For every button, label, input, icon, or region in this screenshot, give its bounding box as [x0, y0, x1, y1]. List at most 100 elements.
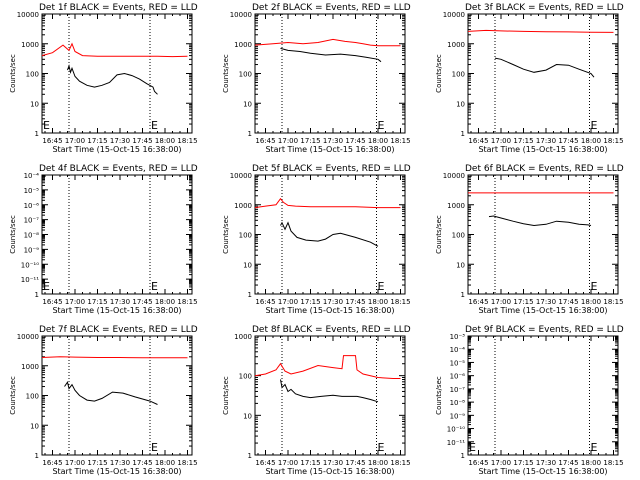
y-tick-label: 10000 [17, 11, 39, 19]
y-tick-label: 10⁻¹⁰ [447, 426, 465, 434]
chart-panel-det-7f: Det 7f BLACK = Events, RED = LLD 1 10 100 10… [9, 325, 198, 476]
x-tick-label: 17:00 [278, 298, 298, 306]
x-tick-label: 18:00 [581, 298, 601, 306]
lld-series-line [254, 197, 401, 209]
x-tick-label: 16:45 [255, 459, 275, 467]
x-tick-label: 17:15 [87, 459, 107, 467]
x-tick-label: 17:15 [513, 459, 533, 467]
plot-frame [254, 13, 406, 134]
y-tick-label: 1000 [234, 41, 252, 49]
x-tick-label: 17:45 [345, 298, 365, 306]
y-tick-label: 10 [243, 261, 252, 269]
x-tick-label: 16:45 [42, 298, 62, 306]
x-tick-label: 17:30 [110, 459, 130, 467]
x-tick-label: 16:45 [468, 459, 488, 467]
plot-frame [41, 13, 193, 134]
x-tick-label: 17:30 [323, 459, 343, 467]
x-tick-label: 17:15 [513, 137, 533, 145]
event-marker: E [378, 119, 385, 132]
panel-title: Det 6f BLACK = Events, RED = LLD [465, 164, 624, 174]
events-series-line [280, 221, 379, 247]
y-axis-label: Counts/sec [435, 376, 443, 415]
y-axis-label: Counts/sec [9, 54, 17, 93]
y-tick-label: 10000 [443, 172, 465, 180]
lld-series-line [41, 42, 188, 58]
x-tick-label: 18:15 [177, 137, 197, 145]
panel-title: Det 5f BLACK = Events, RED = LLD [252, 164, 411, 174]
x-tick-label: 16:45 [42, 137, 62, 145]
y-tick-label: 10 [243, 412, 252, 420]
x-tick-label: 17:15 [300, 459, 320, 467]
panel-title: Det 1f BLACK = Events, RED = LLD [39, 3, 198, 13]
x-tick-label: 17:15 [87, 298, 107, 306]
x-axis-label: Start Time (15-Oct-15 16:38:00) [265, 306, 394, 315]
x-tick-label: 18:15 [390, 137, 410, 145]
chart-panel-det-6f: Det 6f BLACK = Events, RED = LLD 1 10 100 10… [435, 164, 624, 315]
x-tick-label: 17:30 [110, 137, 130, 145]
x-tick-label: 17:00 [491, 298, 511, 306]
x-axis-label: Start Time (15-Oct-15 16:38:00) [265, 467, 394, 476]
x-tick-label: 16:45 [42, 459, 62, 467]
x-tick-label: 18:15 [603, 459, 623, 467]
x-tick-label: 17:45 [558, 459, 578, 467]
event-marker: E [151, 441, 158, 454]
y-tick-label: 10⁻¹¹ [447, 439, 465, 447]
x-tick-label: 17:30 [323, 137, 343, 145]
y-axis-label: Counts/sec [435, 54, 443, 93]
event-marker: E [151, 280, 158, 293]
y-tick-label: 10⁻³ [450, 333, 466, 341]
y-tick-label: 1 [35, 452, 39, 460]
y-tick-label: 100 [239, 71, 252, 79]
y-tick-label: 1 [248, 452, 252, 460]
y-tick-label: 10⁻⁹ [450, 412, 466, 420]
x-tick-label: 17:45 [132, 137, 152, 145]
x-tick-label: 17:00 [65, 137, 85, 145]
x-tick-label: 18:15 [177, 459, 197, 467]
y-tick-label: 1000 [234, 333, 252, 341]
panel-title: Det 3f BLACK = Events, RED = LLD [465, 3, 624, 13]
y-axis-label: Counts/sec [9, 215, 17, 254]
y-tick-label: 10⁻¹¹ [21, 276, 39, 284]
x-tick-label: 17:00 [491, 459, 511, 467]
x-tick-label: 17:15 [87, 137, 107, 145]
y-tick-label: 10⁻⁶ [24, 202, 40, 210]
y-axis-label: Counts/sec [222, 54, 230, 93]
events-series-line [67, 64, 158, 95]
plot-frame [41, 174, 193, 295]
y-tick-label: 100 [452, 71, 465, 79]
x-tick-label: 16:45 [468, 137, 488, 145]
y-axis-label: Counts/sec [435, 215, 443, 254]
x-tick-label: 18:00 [155, 298, 175, 306]
x-tick-label: 16:45 [255, 298, 275, 306]
x-tick-label: 17:00 [65, 298, 85, 306]
x-tick-label: 16:45 [468, 298, 488, 306]
lld-series-line [254, 38, 401, 47]
x-axis-label: Start Time (15-Oct-15 16:38:00) [52, 306, 181, 315]
y-tick-label: 1000 [447, 202, 465, 210]
panel-title: Det 9f BLACK = Events, RED = LLD [465, 325, 624, 335]
x-tick-label: 17:45 [132, 459, 152, 467]
x-axis-label: Start Time (15-Oct-15 16:38:00) [52, 145, 181, 154]
plot-frame [254, 335, 406, 456]
y-tick-label: 10000 [230, 11, 252, 19]
x-tick-label: 18:15 [603, 137, 623, 145]
event-marker: E [591, 441, 598, 454]
x-tick-label: 18:15 [177, 298, 197, 306]
x-tick-label: 17:30 [536, 137, 556, 145]
x-tick-label: 17:45 [558, 137, 578, 145]
panel-title: Det 8f BLACK = Events, RED = LLD [252, 325, 411, 335]
y-tick-label: 1000 [447, 41, 465, 49]
chart-panel-det-5f: Det 5f BLACK = Events, RED = LLD 1 10 100 10… [222, 164, 411, 315]
event-marker: E [469, 441, 476, 454]
event-marker: E [591, 119, 598, 132]
y-tick-label: 1 [248, 291, 252, 299]
y-tick-label: 10 [30, 422, 39, 430]
plot-frame [467, 335, 619, 456]
x-tick-label: 17:45 [345, 459, 365, 467]
y-tick-label: 10⁻⁸ [450, 399, 466, 407]
x-tick-label: 17:45 [558, 298, 578, 306]
x-tick-label: 17:15 [300, 137, 320, 145]
y-tick-label: 10⁻⁷ [24, 217, 40, 225]
y-tick-label: 10000 [230, 172, 252, 180]
